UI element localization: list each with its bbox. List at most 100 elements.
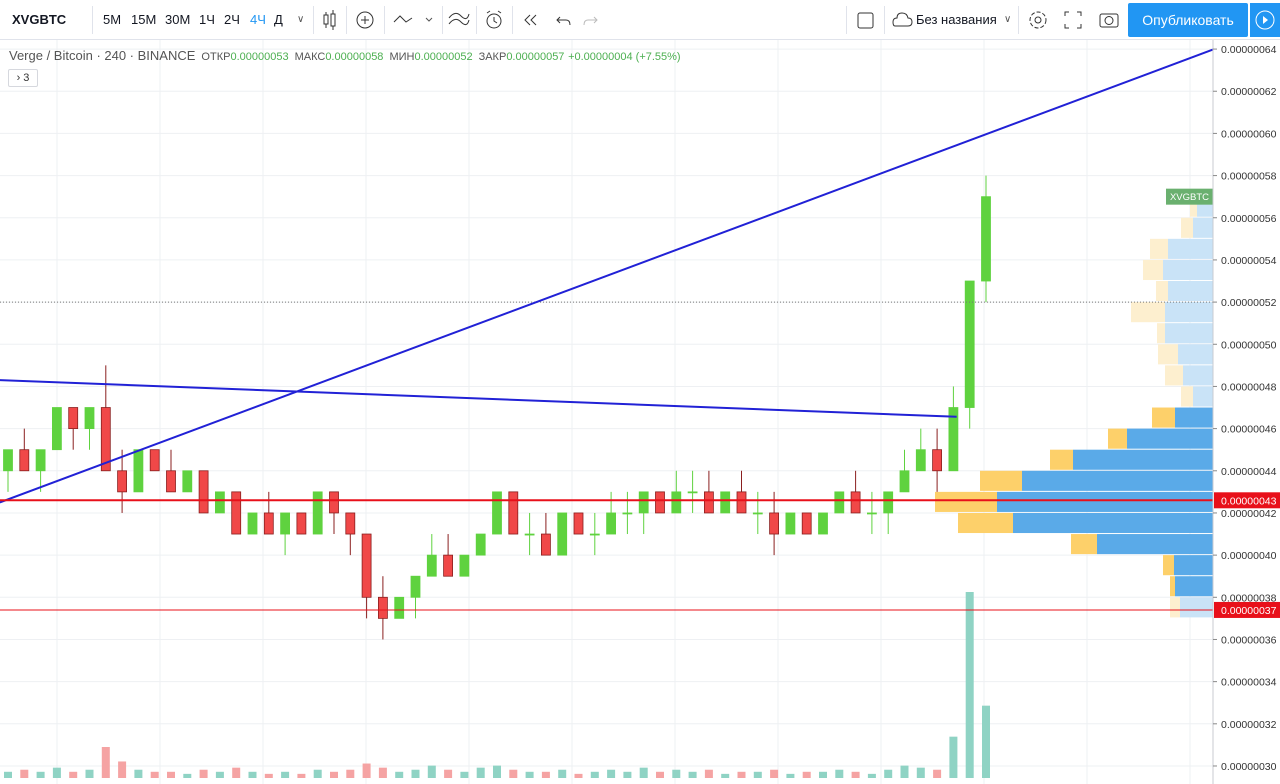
candle-body	[638, 491, 649, 514]
trend-line	[0, 379, 957, 418]
redo-icon[interactable]	[580, 0, 600, 40]
snapshot-icon[interactable]	[1097, 0, 1121, 40]
profile-down	[1050, 449, 1073, 470]
y-tick-label: 0.00000046	[1221, 424, 1277, 436]
legend-value: 0.00000058	[325, 51, 384, 63]
alert-icon[interactable]	[482, 0, 506, 40]
indicators-toggle[interactable]: › 3	[8, 69, 38, 87]
interval[interactable]: 5М	[103, 12, 122, 27]
volume-bar	[378, 767, 387, 778]
profile-up	[1168, 238, 1213, 259]
candle-body	[149, 449, 160, 472]
separator	[384, 6, 385, 34]
separator	[846, 6, 847, 34]
profile-down	[980, 470, 1022, 491]
volume-bar	[346, 769, 355, 778]
cloud-icon[interactable]	[890, 0, 914, 40]
volume-bar	[69, 771, 78, 778]
candle-body	[345, 512, 356, 535]
y-tick-label: 0.00000052	[1221, 297, 1277, 309]
price-axis: 0.00000030 0.00000032 0.00000034 0.00000036…	[1212, 40, 1280, 784]
volume-bar	[460, 771, 469, 778]
interval-menu[interactable]: ∨	[297, 14, 305, 25]
profile-down	[1152, 407, 1175, 428]
axis-background	[1213, 40, 1280, 784]
compare-icon[interactable]	[392, 0, 438, 40]
fullscreen-icon[interactable]	[1062, 0, 1084, 40]
volume-bar	[330, 771, 338, 778]
symbol[interactable]: XVGBTC	[12, 12, 67, 27]
volume-bar	[36, 771, 45, 778]
volume-profile	[935, 196, 1213, 618]
candle-body	[524, 533, 535, 536]
play-button[interactable]	[1250, 3, 1280, 37]
candle-body	[3, 449, 13, 472]
candle-body	[932, 449, 942, 472]
profile-down	[1163, 555, 1174, 576]
chart-type-icon[interactable]	[320, 0, 340, 40]
candle-body	[801, 512, 812, 535]
settings-icon[interactable]	[1026, 0, 1050, 40]
volume-bar	[281, 771, 290, 778]
candle-body	[557, 512, 568, 556]
separator	[1018, 6, 1019, 34]
candle-body	[133, 449, 144, 493]
volume-bar	[688, 771, 697, 778]
volume-bar	[558, 769, 567, 778]
legend-value: 0.00000057	[506, 51, 565, 63]
profile-up	[1193, 386, 1213, 407]
y-tick-label: 0.00000036	[1221, 634, 1277, 646]
profile-down	[1170, 576, 1175, 597]
volume-bar	[476, 767, 485, 778]
candle-body	[394, 596, 405, 619]
interval[interactable]: 30М	[165, 12, 191, 27]
volume-bar	[574, 773, 583, 778]
drawings: XVGBTC	[0, 48, 1215, 611]
candle-body	[655, 491, 665, 514]
volume-bar	[965, 592, 974, 778]
candle-body	[52, 407, 62, 451]
candle-body	[443, 554, 454, 577]
layout-menu[interactable]: ∨	[1004, 14, 1012, 25]
interval[interactable]: 1Ч	[199, 12, 215, 27]
separator	[346, 6, 347, 34]
profile-up	[1097, 534, 1213, 555]
candle-body	[850, 491, 861, 514]
profile-up	[1175, 576, 1213, 597]
replay-icon[interactable]	[520, 0, 540, 40]
grid	[0, 40, 1213, 784]
profile-up	[1168, 281, 1213, 302]
layout-name[interactable]: Без названия	[916, 12, 997, 27]
volume-bar	[118, 761, 127, 778]
volume-bar	[949, 736, 958, 778]
candle-body	[263, 512, 274, 535]
y-tick-label: 0.00000030	[1221, 761, 1277, 773]
volume-bar	[786, 773, 795, 778]
volume-bar	[704, 769, 713, 778]
interval[interactable]: 4Ч	[250, 12, 266, 27]
interval[interactable]: Д	[274, 12, 283, 27]
volume-bar	[737, 771, 746, 778]
profile-up	[1163, 259, 1213, 281]
indicator-count: 3	[23, 72, 30, 84]
candle-body	[182, 470, 193, 493]
profile-up	[1073, 449, 1213, 470]
interval[interactable]: 2Ч	[224, 12, 240, 27]
indicator-add-icon[interactable]	[354, 0, 376, 40]
volume-bar	[215, 771, 224, 778]
separator	[512, 6, 513, 34]
candle-body	[19, 449, 30, 472]
profile-up	[1178, 344, 1213, 365]
separator	[313, 6, 314, 34]
undo-icon[interactable]	[554, 0, 574, 40]
studies-icon[interactable]	[447, 0, 471, 40]
profile-down	[1165, 365, 1183, 386]
interval[interactable]: 15М	[131, 12, 157, 27]
y-tick-label: 0.00000040	[1221, 550, 1277, 562]
publish-button[interactable]: Опубликовать	[1128, 3, 1248, 37]
fullscreen-box-icon[interactable]	[856, 0, 876, 40]
volume-bar	[101, 747, 110, 778]
volume-bar	[623, 771, 632, 778]
volume-bar	[770, 769, 779, 778]
volume-bar	[509, 769, 518, 778]
